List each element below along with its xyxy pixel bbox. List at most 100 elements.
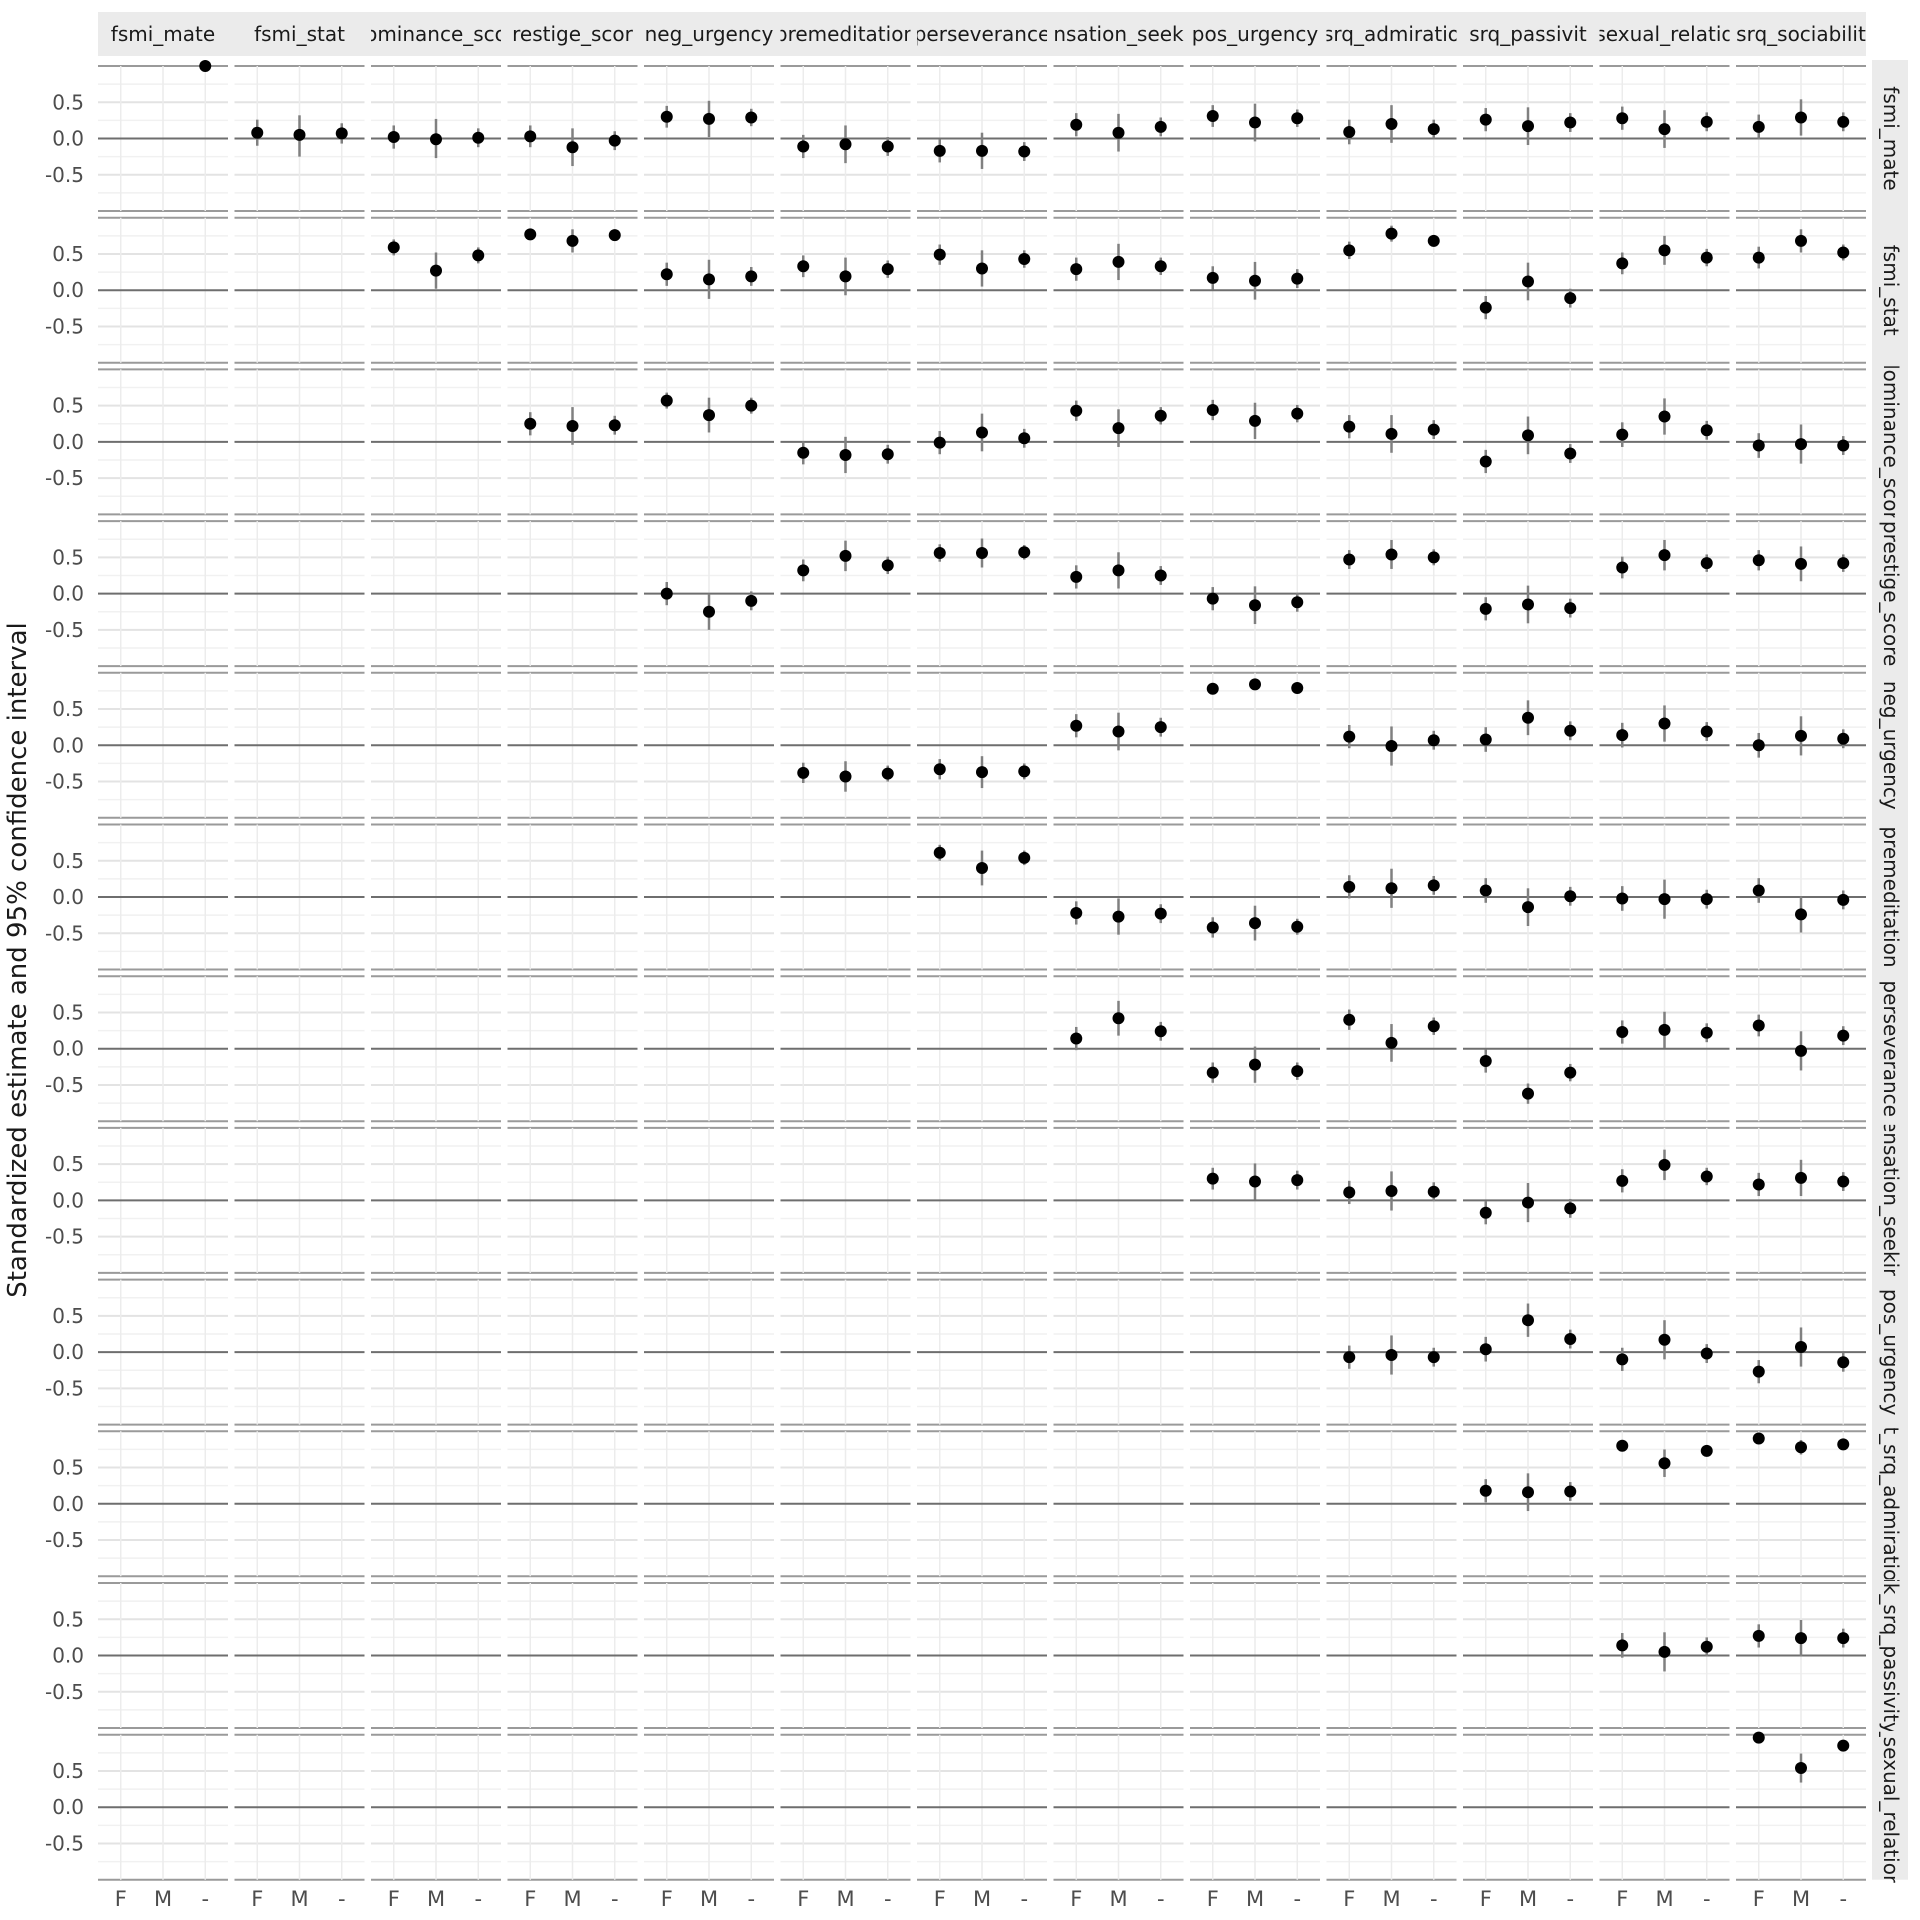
- estimate-point: [1206, 682, 1219, 695]
- estimate-point: [1795, 1441, 1807, 1454]
- estimate-point: [933, 436, 946, 449]
- y-tick-label: 0.5: [52, 1759, 84, 1783]
- y-tick-label: -0.5: [45, 163, 84, 187]
- estimate-point: [1249, 1058, 1261, 1071]
- x-tick-label: M: [973, 1887, 991, 1911]
- x-tick-label: M: [154, 1887, 172, 1911]
- estimate-point: [1154, 569, 1167, 582]
- estimate-point: [1752, 1178, 1765, 1191]
- estimate-point: [703, 273, 715, 286]
- x-tick-label: -: [1020, 1887, 1028, 1911]
- estimate-point: [976, 862, 988, 874]
- estimate-point: [660, 587, 673, 600]
- estimate-point: [1385, 1036, 1398, 1049]
- estimate-point: [1795, 438, 1807, 451]
- estimate-point: [1700, 1444, 1713, 1457]
- estimate-point: [1070, 570, 1083, 583]
- estimate-point: [1291, 1174, 1304, 1187]
- estimate-point: [1018, 145, 1031, 158]
- estimate-point: [1479, 733, 1492, 746]
- estimate-point: [199, 60, 212, 72]
- estimate-point: [797, 140, 810, 153]
- estimate-point: [1479, 602, 1492, 615]
- estimate-point: [1018, 851, 1031, 864]
- estimate-point: [1616, 428, 1629, 441]
- estimate-point: [660, 268, 673, 281]
- estimate-point: [1658, 410, 1671, 423]
- estimate-point: [1522, 598, 1534, 611]
- estimate-point: [1837, 1438, 1850, 1451]
- estimate-point: [839, 448, 852, 461]
- estimate-point: [1385, 227, 1398, 240]
- estimate-point: [1616, 729, 1629, 742]
- estimate-point: [1795, 908, 1807, 921]
- estimate-point: [1564, 1066, 1577, 1079]
- estimate-point: [1249, 599, 1261, 612]
- column-facet-label: sexual_relatio: [1595, 22, 1733, 46]
- y-tick-label: 0.5: [52, 1304, 84, 1328]
- estimate-point: [1343, 1013, 1356, 1026]
- estimate-point: [1616, 1353, 1629, 1366]
- estimate-point: [1070, 118, 1083, 131]
- estimate-point: [566, 234, 579, 247]
- estimate-point: [430, 264, 442, 277]
- estimate-point: [1837, 439, 1850, 452]
- y-tick-label: 0.0: [52, 1492, 84, 1516]
- x-tick-label: F: [797, 1887, 809, 1911]
- estimate-point: [660, 110, 673, 123]
- y-tick-label: 0.0: [52, 1340, 84, 1364]
- estimate-point: [1385, 427, 1398, 440]
- estimate-point: [1700, 424, 1713, 437]
- estimate-point: [1795, 1341, 1807, 1354]
- estimate-point: [839, 770, 852, 783]
- estimate-point: [1070, 906, 1083, 919]
- x-tick-label: F: [115, 1887, 127, 1911]
- estimate-point: [745, 111, 758, 124]
- column-facet-label: fsmi_mate: [111, 22, 215, 46]
- estimate-point: [1795, 557, 1807, 570]
- estimate-point: [1522, 1087, 1534, 1100]
- estimate-point: [1837, 115, 1850, 128]
- x-tick-label: F: [1480, 1887, 1492, 1911]
- estimate-point: [1070, 719, 1083, 732]
- estimate-point: [1070, 263, 1083, 276]
- column-facet-label: restige_scor: [512, 22, 634, 46]
- estimate-point: [1795, 1171, 1807, 1184]
- estimate-point: [1658, 1333, 1671, 1346]
- estimate-point: [1837, 732, 1850, 745]
- estimate-point: [1700, 557, 1713, 570]
- x-tick-label: -: [338, 1887, 346, 1911]
- estimate-point: [1343, 1186, 1356, 1199]
- y-tick-label: -0.5: [45, 1376, 84, 1400]
- estimate-point: [703, 112, 715, 125]
- estimate-point: [472, 249, 485, 262]
- estimate-point: [1616, 1639, 1629, 1652]
- estimate-point: [1291, 1065, 1304, 1078]
- estimate-point: [1752, 120, 1765, 133]
- estimate-point: [1564, 1485, 1577, 1498]
- y-tick-label: -0.5: [45, 770, 84, 794]
- estimate-point: [1795, 111, 1807, 124]
- estimate-point: [1616, 112, 1629, 125]
- estimate-point: [839, 270, 852, 283]
- x-tick-label: M: [427, 1887, 445, 1911]
- y-tick-label: 0.0: [52, 1037, 84, 1061]
- estimate-point: [1564, 890, 1577, 903]
- estimate-point: [745, 399, 758, 412]
- estimate-point: [745, 270, 758, 283]
- estimate-point: [1479, 301, 1492, 314]
- estimate-point: [1385, 1349, 1398, 1361]
- y-tick-label: -0.5: [45, 1680, 84, 1704]
- column-facet-label: fsmi_stat: [254, 22, 345, 46]
- estimate-point: [524, 130, 537, 143]
- estimate-point: [1427, 423, 1440, 436]
- y-tick-label: 0.0: [52, 1188, 84, 1212]
- x-tick-label: M: [563, 1887, 581, 1911]
- estimate-point: [1427, 1185, 1440, 1198]
- estimate-point: [1206, 404, 1219, 416]
- estimate-point: [1522, 1486, 1534, 1499]
- estimate-point: [1291, 407, 1304, 420]
- y-tick-label: 0.5: [52, 1456, 84, 1480]
- estimate-point: [933, 547, 946, 559]
- estimate-point: [1658, 1645, 1671, 1658]
